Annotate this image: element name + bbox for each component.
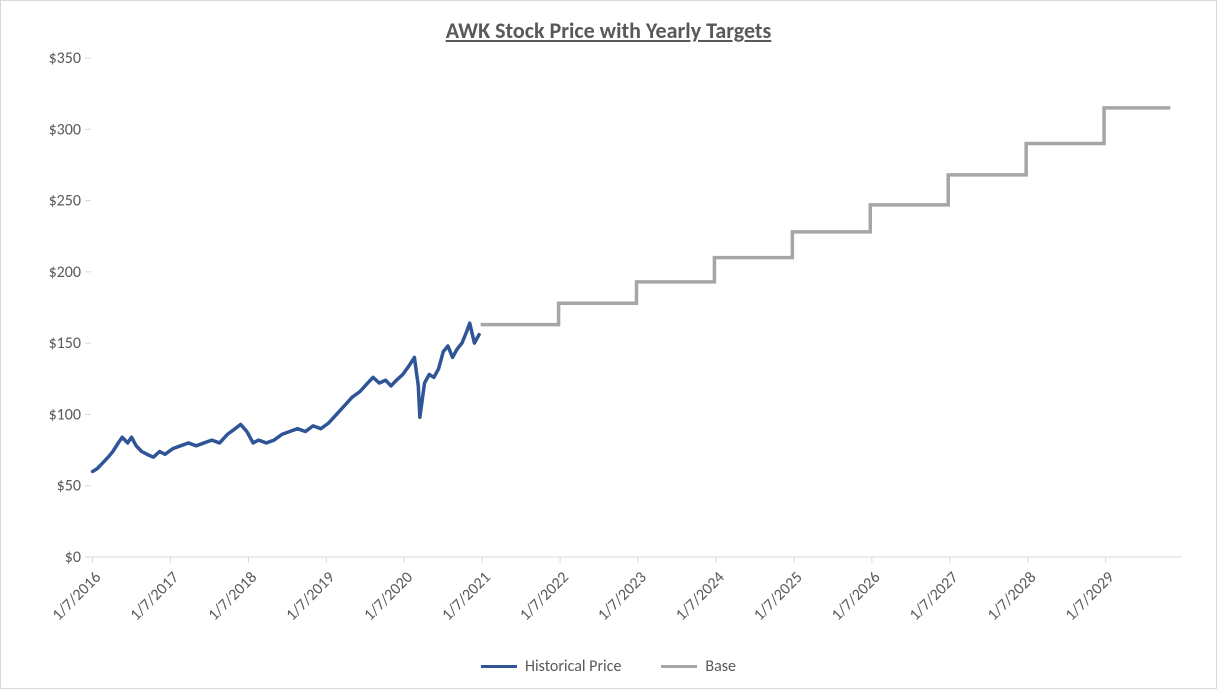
x-tick-label: 1/7/2029 xyxy=(1062,568,1119,625)
legend-label-base: Base xyxy=(705,657,736,676)
chart-title: AWK Stock Price with Yearly Targets xyxy=(19,17,1198,44)
legend-swatch-base xyxy=(661,665,697,668)
legend-swatch-historical xyxy=(481,665,517,668)
x-tick-label: 1/7/2019 xyxy=(282,568,339,625)
legend-item-base: Base xyxy=(661,657,736,676)
x-tick-label: 1/7/2028 xyxy=(984,568,1041,625)
y-tick-label: $200 xyxy=(49,263,81,282)
x-tick-label: 1/7/2016 xyxy=(49,568,106,625)
series-historical-price xyxy=(93,323,480,471)
y-tick-label: $0 xyxy=(65,548,81,567)
legend-label-historical: Historical Price xyxy=(525,657,621,676)
legend-item-historical: Historical Price xyxy=(481,657,621,676)
x-tick-label: 1/7/2023 xyxy=(594,568,651,625)
x-tick-label: 1/7/2018 xyxy=(204,568,261,625)
x-tick-label: 1/7/2020 xyxy=(360,568,417,625)
chart-svg: $0 $50 $100 $150 $200 $250 $300 $350 1/7/2016 1/7… xyxy=(19,50,1198,649)
x-tick-label: 1/7/2027 xyxy=(906,568,963,625)
plot-area: $0 $50 $100 $150 $200 $250 $300 $350 1/7/2016 1/7… xyxy=(19,50,1198,649)
x-tick-label: 1/7/2021 xyxy=(438,568,495,625)
y-tick-label: $300 xyxy=(49,120,81,139)
y-tick-label: $350 xyxy=(49,50,81,68)
y-tick-label: $250 xyxy=(49,192,81,211)
chart-container: AWK Stock Price with Yearly Targets $0 $5… xyxy=(0,0,1217,689)
legend: Historical Price Base xyxy=(19,649,1198,678)
x-tick-label: 1/7/2025 xyxy=(750,568,807,625)
y-tick-label: $150 xyxy=(49,334,81,353)
x-tick-label: 1/7/2026 xyxy=(828,568,885,625)
x-tick-label: 1/7/2022 xyxy=(516,568,573,625)
x-tick-label: 1/7/2017 xyxy=(126,568,183,625)
y-tick-label: $100 xyxy=(49,405,81,424)
x-tick-label: 1/7/2024 xyxy=(672,568,729,625)
y-tick-label: $50 xyxy=(57,477,81,496)
series-base-targets xyxy=(481,108,1171,325)
